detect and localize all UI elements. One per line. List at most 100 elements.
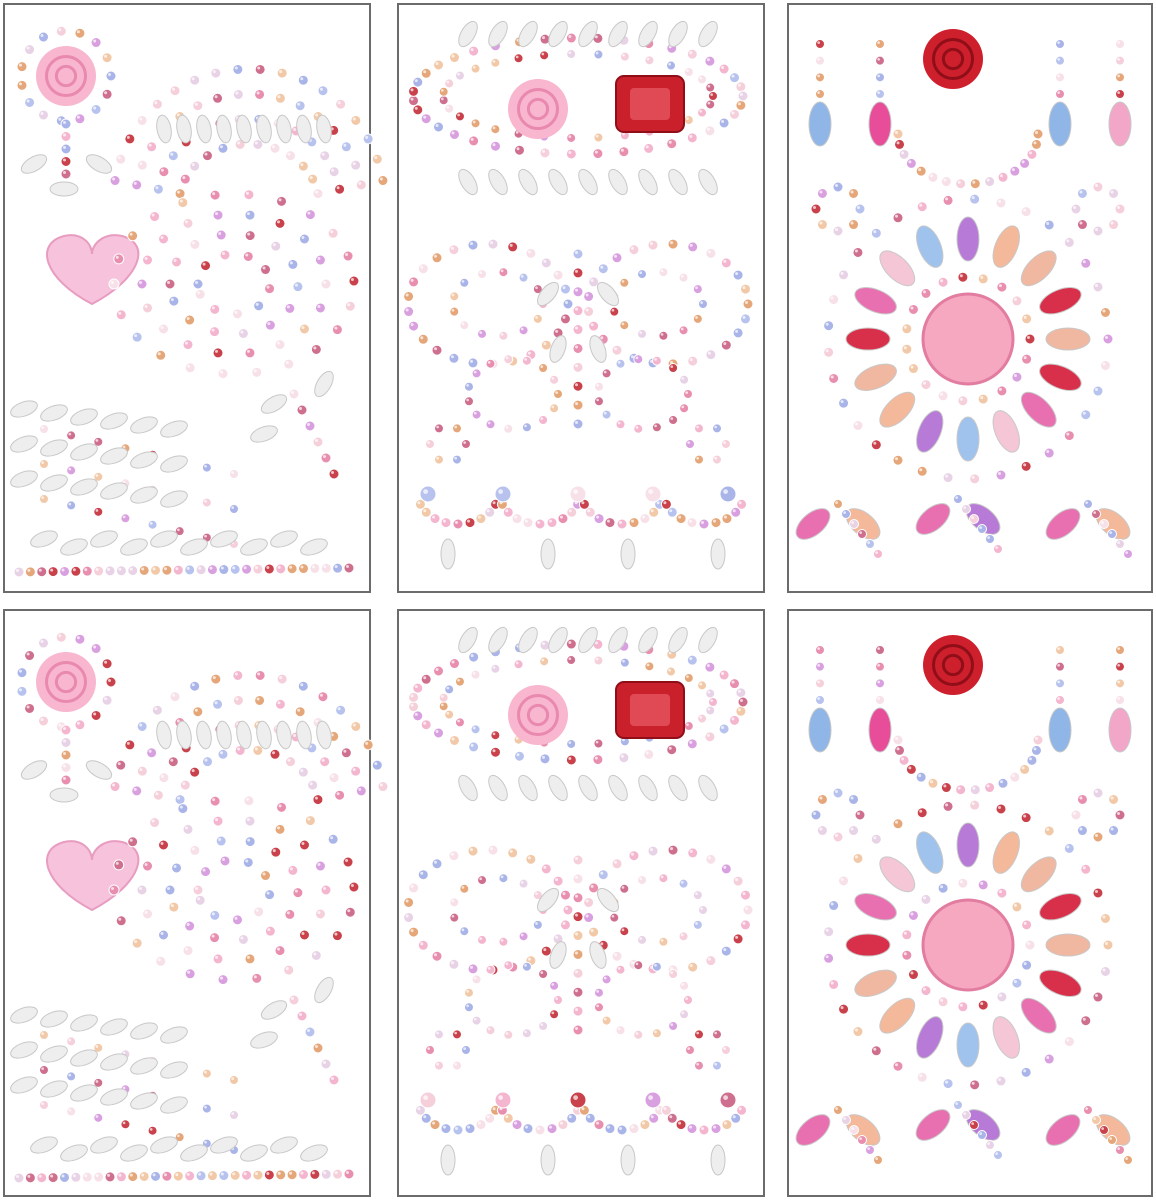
- teardrop-gem: [160, 1061, 188, 1079]
- rhinestone: [477, 328, 488, 339]
- rhinestone: [449, 306, 460, 317]
- rhinestone: [704, 55, 716, 67]
- rhinestone: [644, 661, 655, 672]
- sparkle: [689, 51, 693, 55]
- sparkle: [737, 102, 741, 106]
- sparkle: [1013, 297, 1017, 301]
- sparkle: [173, 864, 177, 868]
- rhinestone: [192, 884, 204, 896]
- sparkle: [410, 703, 414, 707]
- rhinestone: [158, 929, 170, 941]
- sparkle: [621, 322, 625, 326]
- rhinestone: [124, 739, 136, 751]
- sparkle: [1079, 221, 1083, 225]
- rhinestone: [892, 454, 904, 466]
- rhinestone: [518, 878, 529, 889]
- sparkle: [272, 243, 276, 247]
- sparkle: [61, 1174, 65, 1178]
- sparkle: [63, 739, 66, 743]
- rhinestone: [115, 759, 127, 771]
- sparkle: [1023, 208, 1027, 212]
- sparkle: [323, 1061, 326, 1064]
- rhinestone: [344, 906, 356, 918]
- rhinestone: [996, 991, 1008, 1003]
- rhinestone: [229, 1075, 239, 1085]
- rhinestone: [288, 994, 300, 1006]
- sparkle: [498, 1095, 503, 1100]
- teardrop-gem: [156, 114, 172, 144]
- sparkle: [680, 327, 684, 331]
- rhinestone: [1115, 1145, 1125, 1155]
- sparkle: [896, 141, 900, 145]
- teardrop-gem: [548, 774, 568, 802]
- rhinestone: [241, 563, 253, 575]
- sparkle: [287, 152, 291, 156]
- rhinestone: [601, 409, 612, 420]
- rhinestone: [328, 1074, 340, 1086]
- rhinestone: [686, 654, 698, 666]
- rhinestone: [420, 67, 432, 79]
- rhinestone: [464, 517, 476, 529]
- rhinestone: [565, 32, 577, 44]
- sparkle: [1105, 942, 1108, 945]
- sparkle: [639, 937, 643, 940]
- rhinestone: [459, 883, 470, 894]
- rhinestone: [408, 276, 420, 288]
- rhinestone: [525, 247, 537, 259]
- teardrop-gem: [130, 1092, 158, 1110]
- sparkle: [157, 352, 161, 356]
- sparkle: [1023, 463, 1027, 467]
- sparkle: [410, 323, 414, 327]
- rhinestone: [485, 358, 496, 369]
- rhinestone: [24, 566, 36, 578]
- sparkle: [1021, 160, 1025, 164]
- sparkle: [559, 515, 563, 519]
- rhinestone: [179, 779, 191, 791]
- rhinestone: [721, 439, 731, 449]
- sparkle: [299, 1013, 302, 1016]
- rhinestone: [158, 233, 170, 245]
- sparkle: [595, 134, 599, 138]
- rhinestone: [1092, 281, 1104, 293]
- rhinestone: [468, 651, 480, 663]
- rhinestone: [431, 950, 443, 962]
- sparkle: [568, 35, 572, 39]
- sparkle: [1057, 57, 1060, 61]
- sparkle: [451, 899, 455, 903]
- sparkle: [440, 97, 444, 101]
- sparkle: [877, 680, 880, 684]
- rhinestone: [633, 1029, 644, 1040]
- rhinestone: [109, 781, 121, 793]
- sparkle: [170, 152, 174, 156]
- sparkle: [594, 756, 598, 760]
- sparkle: [148, 143, 152, 147]
- sparkle: [524, 1030, 527, 1034]
- rhinestone: [201, 756, 213, 768]
- sparkle: [167, 281, 170, 284]
- sparkle: [680, 274, 684, 278]
- rhinestone: [916, 465, 928, 477]
- rhinestone: [540, 257, 552, 269]
- rhinestone: [875, 645, 885, 655]
- sparkle: [707, 707, 711, 711]
- rhinestone: [1123, 1155, 1133, 1165]
- sparkle: [40, 717, 44, 721]
- teardrop-gem: [70, 408, 98, 426]
- rhinestone: [468, 741, 480, 753]
- sparkle: [641, 1121, 645, 1125]
- rhinestone: [209, 303, 221, 315]
- teardrop-gem: [915, 503, 951, 535]
- sparkle: [857, 206, 860, 209]
- sparkle: [1095, 228, 1098, 231]
- sparkle: [641, 515, 645, 519]
- teardrop-gem: [608, 168, 628, 196]
- sparkle: [654, 964, 657, 967]
- sparkle: [639, 271, 643, 275]
- sparkle: [707, 101, 711, 105]
- sparkle: [307, 817, 311, 821]
- sparkle: [435, 729, 439, 733]
- sparkle: [622, 738, 625, 742]
- rhinestone: [429, 513, 441, 525]
- sparkle: [723, 489, 728, 494]
- sparkle: [179, 805, 183, 809]
